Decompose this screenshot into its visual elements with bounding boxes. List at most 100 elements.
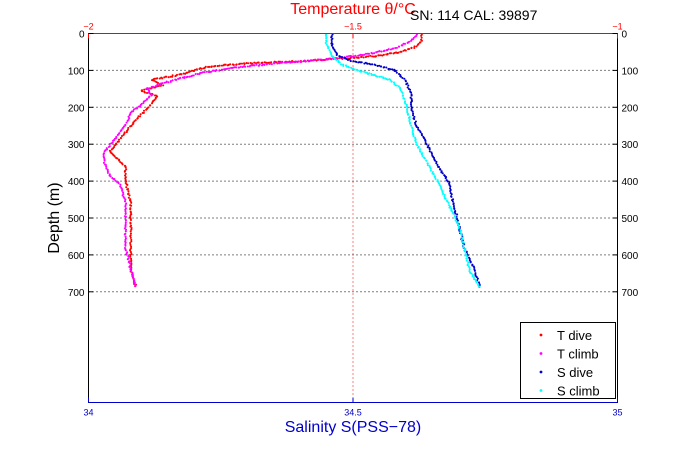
data-point bbox=[419, 150, 422, 153]
data-point bbox=[124, 219, 127, 222]
series-s-dive bbox=[330, 33, 481, 289]
data-point bbox=[203, 71, 206, 74]
data-point bbox=[437, 165, 441, 169]
data-point bbox=[124, 205, 127, 208]
data-point bbox=[126, 119, 129, 122]
data-point bbox=[386, 78, 389, 81]
data-point bbox=[461, 237, 464, 240]
data-point bbox=[460, 234, 463, 237]
data-point bbox=[369, 63, 372, 66]
data-point bbox=[167, 76, 170, 79]
data-point bbox=[360, 55, 363, 59]
data-point bbox=[380, 50, 383, 53]
data-point bbox=[158, 77, 161, 80]
data-point bbox=[365, 52, 368, 55]
data-point bbox=[447, 201, 450, 204]
data-point bbox=[406, 41, 409, 44]
data-point bbox=[188, 75, 191, 78]
data-point bbox=[444, 197, 447, 200]
data-point bbox=[248, 65, 251, 68]
data-point bbox=[409, 122, 412, 125]
data-point bbox=[454, 212, 457, 215]
data-point bbox=[457, 226, 460, 230]
data-point bbox=[125, 180, 128, 183]
data-point bbox=[130, 240, 133, 243]
data-point bbox=[412, 135, 415, 138]
legend: T dive T climb S dive S climb bbox=[520, 322, 616, 399]
data-point bbox=[462, 241, 465, 244]
data-point bbox=[478, 285, 481, 288]
data-point bbox=[131, 273, 134, 276]
data-point bbox=[207, 65, 210, 68]
data-point bbox=[124, 208, 127, 211]
data-point bbox=[220, 68, 223, 71]
data-point bbox=[368, 72, 371, 75]
data-point bbox=[224, 68, 227, 71]
data-point bbox=[405, 83, 408, 86]
data-point bbox=[352, 60, 355, 63]
data-point bbox=[345, 55, 349, 58]
data-point bbox=[129, 236, 132, 239]
data-point bbox=[410, 124, 413, 127]
data-point bbox=[347, 66, 350, 69]
data-point bbox=[118, 159, 121, 162]
data-point bbox=[321, 58, 324, 61]
data-point bbox=[410, 91, 413, 94]
data-point bbox=[129, 214, 132, 217]
data-point bbox=[181, 76, 184, 79]
data-point bbox=[394, 69, 397, 73]
data-point bbox=[146, 91, 149, 94]
data-point bbox=[302, 59, 306, 62]
series-s-climb bbox=[324, 33, 481, 288]
data-point bbox=[448, 181, 451, 184]
data-point bbox=[415, 141, 418, 144]
data-point bbox=[399, 89, 402, 92]
data-point bbox=[378, 64, 381, 67]
data-point bbox=[456, 213, 459, 216]
data-point bbox=[439, 168, 442, 171]
data-point bbox=[137, 115, 140, 118]
data-point bbox=[329, 51, 333, 54]
data-point bbox=[383, 66, 386, 69]
data-point bbox=[165, 81, 168, 84]
data-point bbox=[145, 87, 148, 90]
data-point bbox=[149, 92, 152, 95]
data-point bbox=[470, 272, 473, 275]
data-point bbox=[169, 75, 172, 78]
data-point bbox=[356, 69, 359, 72]
data-point bbox=[131, 271, 134, 274]
data-point bbox=[456, 219, 459, 222]
data-point bbox=[385, 66, 388, 69]
data-point bbox=[107, 145, 110, 149]
data-point bbox=[316, 58, 319, 61]
data-point bbox=[123, 233, 126, 236]
data-point bbox=[453, 207, 456, 211]
data-point bbox=[130, 201, 133, 204]
data-point bbox=[256, 61, 259, 64]
legend-marker bbox=[539, 333, 543, 337]
data-point bbox=[228, 67, 231, 70]
data-point bbox=[154, 85, 157, 88]
data-point bbox=[464, 254, 467, 257]
data-point bbox=[222, 64, 225, 67]
data-point bbox=[110, 148, 113, 151]
data-point bbox=[385, 53, 388, 56]
data-point bbox=[397, 45, 400, 48]
legend-label: T climb bbox=[557, 347, 599, 362]
data-point bbox=[128, 114, 131, 117]
data-point bbox=[163, 76, 166, 79]
data-point bbox=[141, 90, 144, 93]
data-point bbox=[247, 62, 250, 65]
data-point bbox=[413, 46, 416, 50]
data-point bbox=[124, 238, 127, 242]
data-point bbox=[382, 77, 385, 80]
data-point bbox=[408, 119, 411, 122]
data-point bbox=[464, 250, 467, 253]
data-point bbox=[415, 45, 418, 48]
data-point bbox=[388, 52, 392, 55]
data-point bbox=[406, 86, 409, 89]
data-point bbox=[116, 133, 119, 137]
data-point bbox=[376, 75, 379, 78]
data-point bbox=[466, 264, 469, 267]
data-point bbox=[325, 37, 328, 40]
